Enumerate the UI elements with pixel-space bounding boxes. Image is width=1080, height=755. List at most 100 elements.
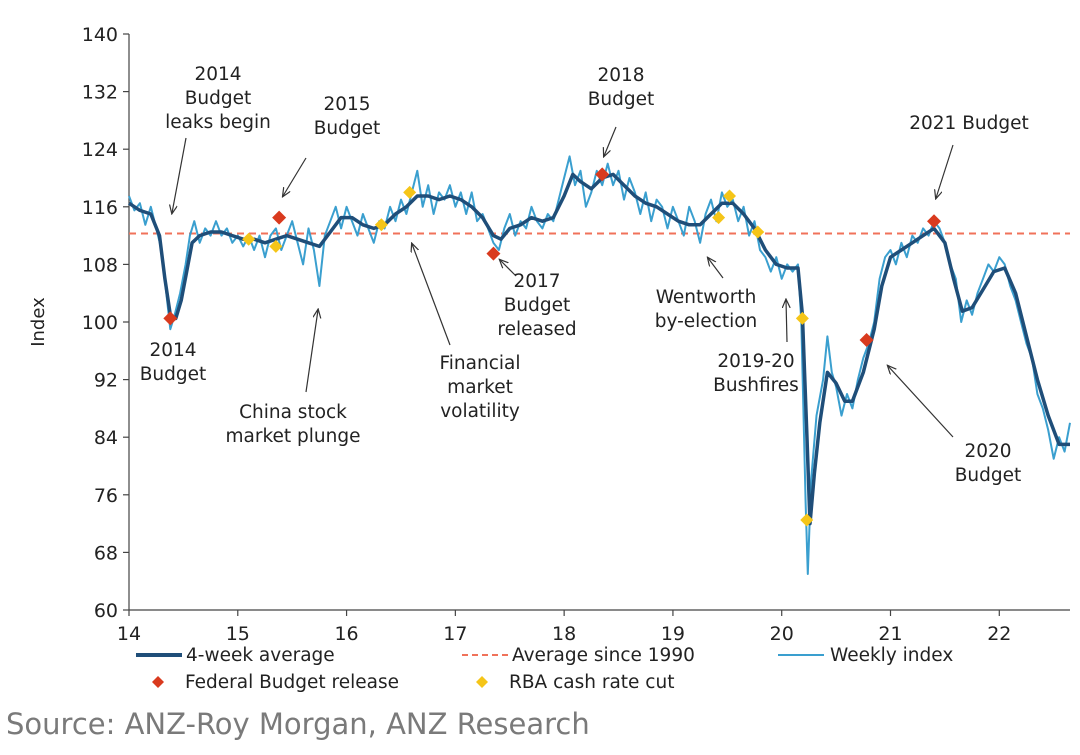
rba-cut-marker (751, 225, 765, 239)
annotation-line: Wentworth (656, 287, 757, 308)
ann-2015-budget-arrow (283, 157, 307, 196)
federal-budget-marker (927, 214, 942, 229)
annotation-line: Budget (588, 89, 655, 110)
rba-cut-marker (795, 311, 809, 325)
legend-item: 4-week average (136, 645, 335, 666)
ann-2017-arrow (500, 260, 517, 277)
y-tick-label: 132 (82, 82, 118, 104)
ann-china: China stock market plunge (226, 402, 361, 447)
ann-financial-arrow (412, 244, 451, 346)
ann-2018-arrow (604, 126, 617, 156)
legend-item: RBA cash rate cut (476, 672, 674, 693)
rba-cut-marker (374, 218, 388, 232)
annotations: 2014 Budget leaks begin 2015 Budget 2014 Budge… (140, 64, 1029, 486)
rba-cut-marker (269, 239, 283, 253)
rba-cut-marker (403, 185, 417, 199)
ann-2018: 2018 Budget (588, 65, 655, 110)
annotation-line: 2018 (597, 65, 644, 86)
y-tick-label: 100 (82, 312, 118, 334)
ann-2017: 2017 Budget released (497, 271, 576, 340)
rba-cut-marker (712, 211, 726, 225)
ann-2014-leaks: 2014 Budget leaks begin (165, 64, 271, 133)
source-note: Source: ANZ-Roy Morgan, ANZ Research (6, 707, 590, 741)
rba-cut-marker (242, 232, 256, 246)
annotation-line: 2014 (149, 340, 196, 361)
y-tick-label: 60 (94, 600, 118, 622)
x-tick-label: 14 (117, 623, 141, 645)
annotation-line: 2020 (964, 441, 1011, 462)
annotation-line: market (447, 377, 513, 398)
rba-cut-marker (800, 513, 814, 527)
ann-financial: Financial market volatility (439, 353, 520, 422)
x-tick-label: 21 (878, 623, 902, 645)
y-tick-label: 124 (82, 139, 118, 161)
annotation-line: 2015 (323, 94, 370, 115)
y-tick-label: 116 (82, 197, 118, 219)
ann-2020-arrow (888, 366, 954, 438)
x-tick-label: 20 (770, 623, 794, 645)
ann-bushfires-arrow (786, 300, 787, 343)
federal-budget-marker (272, 210, 287, 225)
legend-swatch-federal-budget (152, 676, 164, 688)
federal-budget-marker (595, 167, 610, 182)
federal-budget-marker (486, 246, 501, 261)
annotation-line: 2017 (513, 271, 560, 292)
x-tick-label: 15 (226, 623, 250, 645)
annotation-line: by-election (655, 311, 758, 332)
legend-swatch-rba-cut (476, 676, 488, 688)
ann-china-arrow (305, 310, 318, 393)
y-tick-label: 76 (94, 485, 118, 507)
legend-label: 4-week average (186, 645, 335, 666)
four-week-average-line (128, 172, 1070, 526)
legend-item: Average since 1990 (462, 645, 695, 666)
federal-budget-marker (163, 311, 178, 326)
ann-2021: 2021 Budget (909, 113, 1029, 134)
annotation-line: Budget (140, 364, 207, 385)
ann-2020: 2020 Budget (955, 441, 1022, 486)
y-tick-label: 140 (82, 24, 118, 46)
weekly-index-line (128, 155, 1071, 575)
y-tick-label: 68 (94, 542, 118, 564)
annotation-line: leaks begin (165, 112, 271, 133)
ann-2014-leaks-arrow (172, 137, 187, 213)
annotation-line: China stock (239, 402, 347, 423)
annotation-line: Budget (955, 465, 1022, 486)
x-tick-label: 18 (552, 623, 576, 645)
y-axis-label: Index (28, 297, 49, 347)
y-tick-label: 92 (94, 370, 118, 392)
annotation-line: 2021 Budget (909, 113, 1029, 134)
event-markers (163, 167, 942, 527)
annotation-line: Budget (185, 88, 252, 109)
legend: 4-week average Average since 1990 Weekly i… (136, 645, 953, 693)
legend-label: RBA cash rate cut (509, 672, 674, 693)
ann-wentworth: Wentworth by-election (655, 287, 758, 332)
annotation-line: market plunge (226, 426, 361, 447)
annotation-line: Financial (439, 353, 520, 374)
annotation-line: Budget (314, 118, 381, 139)
ann-wentworth-arrow (708, 258, 724, 279)
ann-bushfires: 2019-20 Bushfires (713, 351, 799, 396)
legend-label: Weekly index (830, 645, 953, 666)
rba-cut-marker (722, 189, 736, 203)
legend-item: Federal Budget release (152, 672, 399, 693)
y-tick-label: 84 (94, 427, 118, 449)
ann-2014-budget: 2014 Budget (140, 340, 207, 385)
x-tick-label: 17 (443, 623, 467, 645)
x-tick-label: 16 (334, 623, 358, 645)
annotation-line: Bushfires (713, 375, 799, 396)
legend-label: Average since 1990 (512, 645, 695, 666)
legend-label: Federal Budget release (185, 672, 399, 693)
y-tick-label: 108 (82, 254, 118, 276)
annotation-line: 2019-20 (717, 351, 794, 372)
annotation-line: volatility (440, 401, 520, 422)
federal-budget-marker (859, 333, 874, 347)
x-tick-label: 22 (987, 623, 1011, 645)
legend-item: Weekly index (778, 645, 953, 666)
y-axis: 60 68 76 84 92 100 108 116 124 132 140 (82, 24, 130, 622)
x-axis: 14 15 16 17 18 19 20 21 22 (117, 609, 1070, 645)
annotation-line: released (497, 319, 576, 340)
ann-2021-arrow (936, 144, 954, 198)
annotation-line: 2014 (194, 64, 241, 85)
x-tick-label: 19 (661, 623, 685, 645)
